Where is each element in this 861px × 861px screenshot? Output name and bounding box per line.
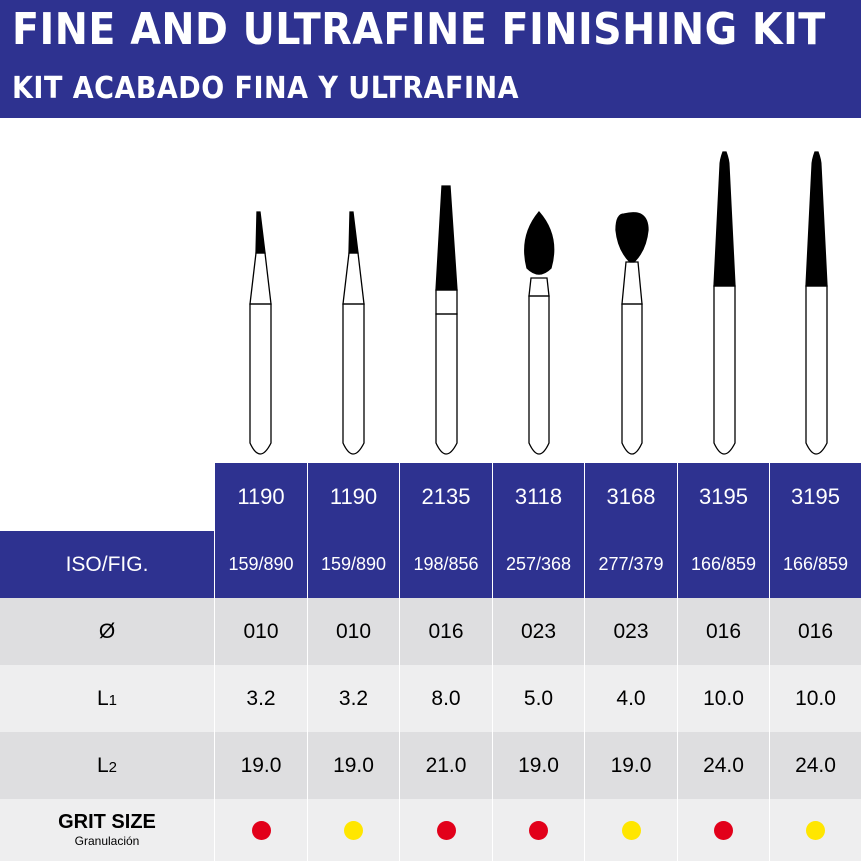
grit-label-main: GRIT SIZE — [58, 810, 156, 833]
grit-dot — [344, 820, 363, 840]
grit-label-sub: Granulación — [74, 833, 140, 848]
grit-row: GRIT SIZE Granulación — [0, 799, 861, 861]
l2-cell: 24.0 — [677, 732, 769, 799]
diameter-label: Ø — [98, 619, 116, 643]
bur-3195-icon — [713, 151, 736, 455]
code-cell: 3118 — [492, 463, 584, 531]
iso-cell: 159/890 — [214, 531, 307, 598]
l2-label-sub: 2 — [108, 758, 118, 776]
code-cell: 3195 — [769, 463, 861, 531]
l1-label-letter: L — [96, 686, 109, 710]
grit-cell — [584, 799, 677, 861]
l2-row: L2 19.0 19.0 21.0 19.0 19.0 24.0 24.0 — [0, 732, 861, 799]
grit-cell — [769, 799, 861, 861]
grit-dot — [621, 820, 641, 840]
code-cell: 1190 — [307, 463, 399, 531]
bur-3118-icon — [524, 210, 555, 455]
l2-label: L2 — [0, 732, 214, 799]
iso-label: ISO/FIG. — [65, 552, 149, 576]
l1-cell: 3.2 — [214, 665, 307, 732]
diameter-cell: 016 — [769, 598, 861, 665]
l2-cell: 19.0 — [307, 732, 399, 799]
grit-dot — [714, 820, 733, 840]
header-banner: FINE AND ULTRAFINE FINISHING KIT KIT ACA… — [0, 0, 861, 118]
page-subtitle: KIT ACABADO FINA Y ULTRAFINA — [12, 71, 519, 106]
grit-cell — [492, 799, 584, 861]
code-cell: 3195 — [677, 463, 769, 531]
grit-cell — [214, 799, 307, 861]
l1-row: L1 3.2 3.2 8.0 5.0 4.0 10.0 10.0 — [0, 665, 861, 732]
page-title: FINE AND ULTRAFINE FINISHING KIT — [12, 4, 826, 55]
diameter-cell: 016 — [677, 598, 769, 665]
iso-cell: 166/859 — [677, 531, 769, 598]
grit-dot — [806, 820, 825, 840]
diameter-cell: 010 — [214, 598, 307, 665]
iso-row: ISO/FIG. 159/890 159/890 198/856 257/368… — [0, 531, 861, 598]
diameter-cell: 023 — [492, 598, 584, 665]
l1-cell: 3.2 — [307, 665, 399, 732]
iso-cell: 257/368 — [492, 531, 584, 598]
bur-3195-icon — [805, 151, 828, 455]
l1-cell: 8.0 — [399, 665, 492, 732]
blank-cell — [0, 463, 214, 531]
l1-label-sub: 1 — [108, 691, 118, 709]
bur-illustrations — [0, 118, 861, 463]
l1-cell: 10.0 — [769, 665, 861, 732]
bur-2135-icon — [435, 185, 458, 455]
grit-dot — [529, 820, 548, 840]
l1-cell: 10.0 — [677, 665, 769, 732]
l1-cell: 5.0 — [492, 665, 584, 732]
l1-label: L1 — [0, 665, 214, 732]
grit-cell — [677, 799, 769, 861]
code-cell: 2135 — [399, 463, 492, 531]
diameter-row: Ø 010 010 016 023 023 016 016 — [0, 598, 861, 665]
l2-cell: 24.0 — [769, 732, 861, 799]
grit-cell — [399, 799, 492, 861]
grit-dot — [251, 820, 271, 840]
bur-1190-icon — [249, 211, 272, 455]
grit-dot — [436, 820, 456, 840]
iso-cell: 159/890 — [307, 531, 399, 598]
l2-label-letter: L — [96, 753, 109, 777]
l1-cell: 4.0 — [584, 665, 677, 732]
code-cell: 3168 — [584, 463, 677, 531]
code-row: 1190 1190 2135 3118 3168 3195 3195 — [0, 463, 861, 531]
code-cell: 1190 — [214, 463, 307, 531]
diameter-cell: 010 — [307, 598, 399, 665]
iso-cell: 198/856 — [399, 531, 492, 598]
bur-1190-icon — [342, 211, 365, 455]
diameter-cell: 023 — [584, 598, 677, 665]
iso-cell: 166/859 — [769, 531, 861, 598]
l2-cell: 21.0 — [399, 732, 492, 799]
grit-label: GRIT SIZE Granulación — [0, 799, 214, 861]
iso-cell: 277/379 — [584, 531, 677, 598]
bur-3168-icon — [615, 212, 649, 455]
l2-cell: 19.0 — [492, 732, 584, 799]
diameter-cell: 016 — [399, 598, 492, 665]
l2-cell: 19.0 — [214, 732, 307, 799]
l2-cell: 19.0 — [584, 732, 677, 799]
grit-cell — [307, 799, 399, 861]
